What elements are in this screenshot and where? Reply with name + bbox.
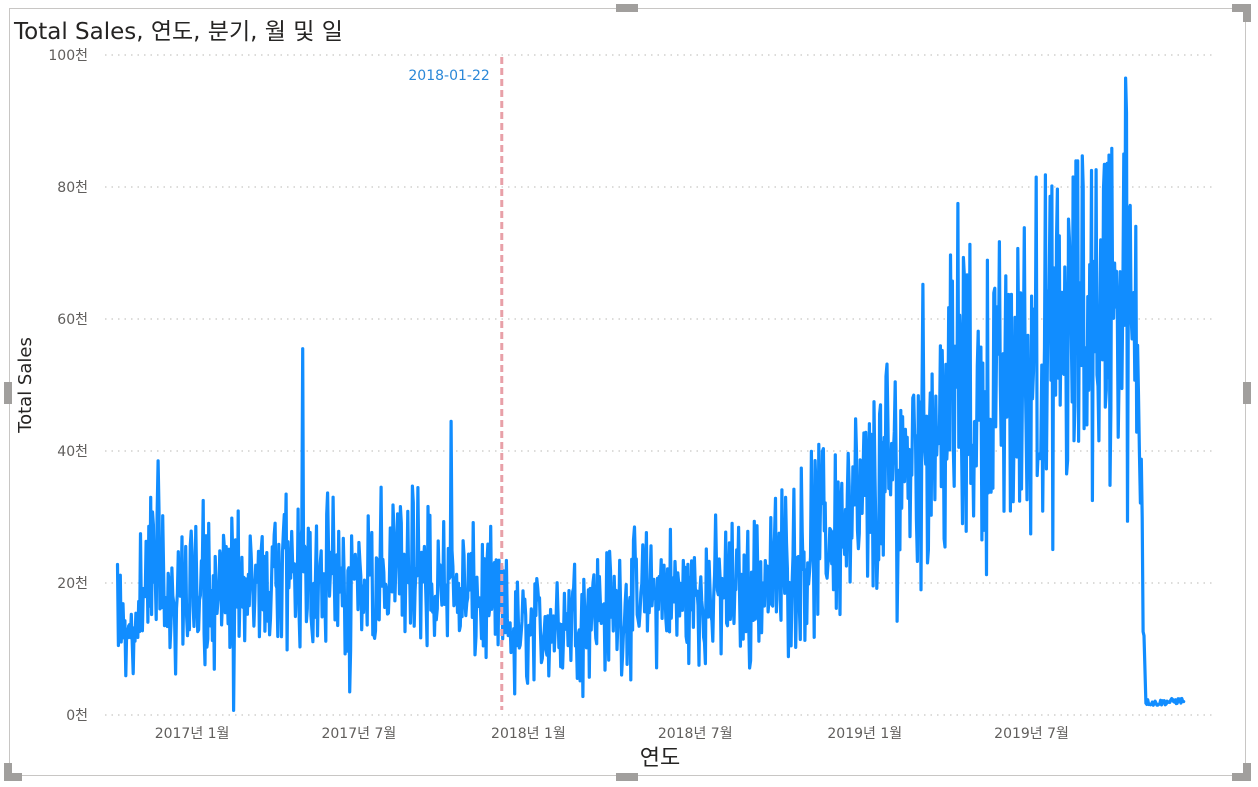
y-tick-label: 60천 <box>57 312 88 328</box>
resize-handle-bottom-center[interactable] <box>616 773 638 781</box>
x-tick-label: 2017년 7월 <box>321 726 396 742</box>
resize-handle-right-center[interactable] <box>1243 382 1251 404</box>
sales-series-line[interactable] <box>115 76 1186 712</box>
y-axis-title: Total Sales <box>15 337 36 434</box>
resize-handle-top-center[interactable] <box>616 4 638 12</box>
x-tick-label: 2019년 1월 <box>827 726 902 742</box>
resize-handle-left-center[interactable] <box>4 382 12 404</box>
y-tick-label: 40천 <box>57 444 88 460</box>
resize-handle-top-right[interactable] <box>1232 4 1250 12</box>
resize-handle-bottom-right-v[interactable] <box>1243 763 1251 781</box>
y-tick-label: 0천 <box>66 708 88 724</box>
resize-handle-bottom-left-v[interactable] <box>4 763 12 781</box>
x-tick-label: 2019년 7월 <box>994 726 1069 742</box>
y-tick-label: 80천 <box>57 180 88 196</box>
x-tick-label: 2018년 1월 <box>491 726 566 742</box>
y-tick-label: 100천 <box>48 48 88 64</box>
x-tick-label: 2017년 1월 <box>155 726 230 742</box>
resize-handle-bottom-right[interactable] <box>1232 773 1250 781</box>
visual-title: Total Sales, 연도, 분기, 월 및 일 <box>14 19 343 45</box>
resize-handle-top-right-v[interactable] <box>1243 4 1251 22</box>
reference-line-label: 2018-01-22 <box>408 68 489 84</box>
x-tick-label: 2018년 7월 <box>658 726 733 742</box>
y-tick-label: 20천 <box>57 576 88 592</box>
x-axis-title: 연도 <box>640 746 680 771</box>
resize-handle-bottom-left[interactable] <box>4 773 22 781</box>
